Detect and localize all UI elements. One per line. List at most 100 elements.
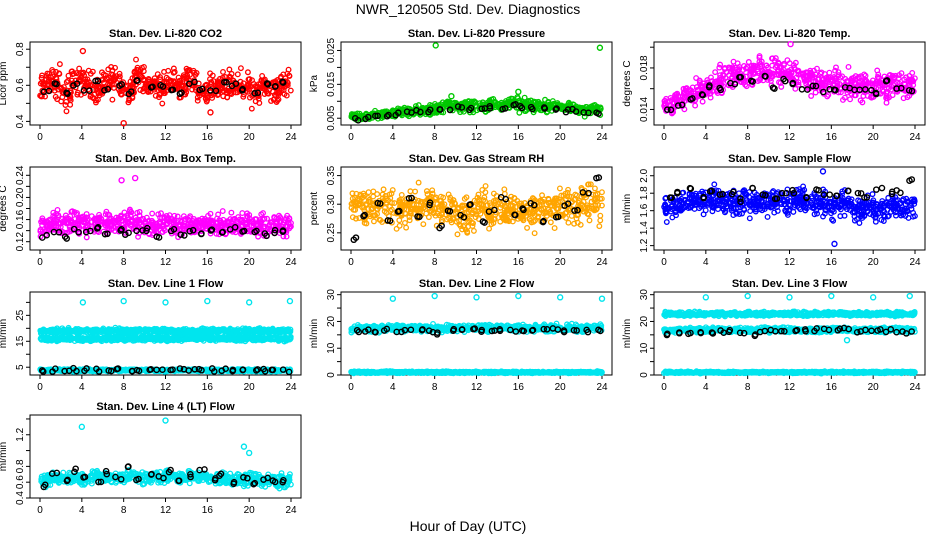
figure-title: NWR_120505 Std. Dev. Diagnostics bbox=[356, 1, 581, 17]
panel-3-hourly-point bbox=[883, 77, 891, 84]
panel-4-data-point bbox=[83, 234, 90, 241]
panel-1-hourly-point bbox=[63, 89, 70, 97]
panel-6-data-point bbox=[872, 218, 879, 225]
panel-1-hourly-point bbox=[70, 82, 77, 89]
panel-6-data-point bbox=[800, 183, 807, 190]
panel-5-data-point bbox=[407, 188, 414, 195]
panel-4-data-point bbox=[180, 213, 187, 220]
panel-5-data-point bbox=[590, 206, 597, 212]
panel-5-hourly-point bbox=[438, 222, 445, 230]
panel-2-data-point bbox=[522, 108, 529, 115]
panel-6-hourly-point bbox=[716, 191, 724, 198]
panel-6-data-point bbox=[682, 203, 689, 210]
panel-1-hourly-point bbox=[40, 88, 48, 96]
panel-6-data-point bbox=[695, 199, 702, 206]
panel-5-hourly-point bbox=[579, 189, 587, 196]
panel-6-data-point bbox=[851, 209, 858, 216]
panel-5-data-point bbox=[506, 218, 512, 225]
panel-2-hourly-point bbox=[364, 113, 372, 121]
panel-5-data-point bbox=[530, 196, 537, 202]
panel-4-hourly-point bbox=[226, 226, 234, 233]
panel-6-data-point bbox=[730, 212, 737, 219]
panel-4-data-point bbox=[166, 218, 173, 225]
panel-1-data-point bbox=[159, 100, 166, 107]
panel-3-data-point bbox=[726, 64, 733, 71]
panel-4-data-point bbox=[215, 211, 222, 218]
panel-1-hourly-point bbox=[92, 77, 99, 85]
panel-4-data-point bbox=[199, 224, 206, 231]
panel-6-data-point bbox=[821, 210, 828, 217]
panel-6-data-point bbox=[767, 204, 774, 211]
panel-2-y-tick-label: 0.025 bbox=[326, 38, 337, 63]
panel-5-data-point bbox=[352, 194, 359, 201]
panel-1-hourly-point bbox=[86, 87, 93, 94]
panel-6-data-point bbox=[830, 217, 837, 224]
panel-5-data-point bbox=[372, 212, 379, 219]
panel-5-hourly-point bbox=[561, 202, 568, 209]
panel-2-hourly-point bbox=[517, 102, 524, 110]
panel-1-hourly-point bbox=[221, 78, 228, 86]
panel-5-hourly-point bbox=[571, 207, 578, 214]
panel-6-data-point bbox=[885, 212, 892, 219]
panel-6-data-point bbox=[661, 203, 668, 210]
panel-7-data-point bbox=[269, 327, 276, 334]
panel-6-x-tick-label: 0 bbox=[661, 257, 667, 268]
panel-1-y-label: Licor ppm bbox=[0, 62, 9, 106]
panel-5-data-point bbox=[526, 210, 533, 217]
panel-6-data-point bbox=[839, 190, 846, 197]
panel-3-hourly-point bbox=[789, 79, 797, 87]
panel-3-hourly-point bbox=[747, 77, 755, 85]
panel-5-data-point bbox=[463, 194, 470, 201]
panel-5-data-point bbox=[505, 210, 512, 217]
panel-1-hourly-point bbox=[127, 88, 135, 95]
panel-5-y-tick-label: 0.25 bbox=[326, 223, 337, 243]
panel-6-data-point bbox=[680, 189, 687, 196]
panel-4-y-tick-label: 0.20 bbox=[15, 187, 26, 207]
panel-5-data-point bbox=[353, 215, 359, 222]
panel-3-data-point bbox=[901, 81, 908, 88]
panel-4-data-point bbox=[136, 208, 143, 215]
panel-6-data-point bbox=[758, 197, 765, 204]
panel-3-data-point bbox=[708, 74, 714, 81]
panel-5-y-label: percent bbox=[309, 192, 320, 226]
panel-6-data-point bbox=[678, 195, 685, 202]
panel-6-hourly-point bbox=[782, 189, 790, 197]
panel-6-y-label: ml/min bbox=[622, 194, 633, 223]
panel-3-hourly-point bbox=[832, 86, 839, 94]
panel-2-hourly-point bbox=[541, 105, 549, 112]
panel-2-title: Stan. Dev. Li-820 Pressure bbox=[408, 28, 545, 40]
panel-5-data-point bbox=[552, 195, 559, 202]
panel-5-hourly-point bbox=[457, 211, 464, 219]
panel-5-data-point bbox=[454, 231, 461, 238]
panel-6-data-point bbox=[904, 198, 910, 205]
panel-3-data-point bbox=[791, 64, 798, 71]
panel-4-x-tick-label: 24 bbox=[285, 257, 297, 268]
panel-2-hourly-point bbox=[383, 112, 391, 120]
panel-4-x-tick-label: 20 bbox=[244, 257, 256, 268]
panel-5-data-point bbox=[464, 209, 470, 216]
panel-4-data-point bbox=[251, 220, 257, 227]
panel-4-hourly-point bbox=[208, 226, 216, 233]
panel-4: Stan. Dev. Amb. Box Temp.degrees C048121… bbox=[0, 153, 302, 268]
panel-1-hourly-point bbox=[279, 78, 286, 86]
panel-6-data-point bbox=[859, 202, 866, 208]
panel-5-data-point bbox=[565, 219, 572, 226]
panel-3-data-point bbox=[717, 77, 723, 84]
panel-6-hourly-point bbox=[897, 189, 904, 197]
panel-7-y-tick-label: 15 bbox=[15, 335, 26, 347]
panel-3-data-point bbox=[819, 77, 825, 83]
panel-4-data-point bbox=[217, 217, 224, 224]
panel-4-data-point bbox=[114, 216, 121, 223]
panel-4-data-point bbox=[268, 219, 275, 225]
panel-6-data-point bbox=[735, 204, 741, 211]
panel-3-hourly-point bbox=[762, 73, 769, 80]
panel-1-hourly-point bbox=[94, 77, 102, 85]
panel-2-y-tick-label: 0.015 bbox=[326, 71, 337, 96]
panel-3-hourly-point bbox=[689, 95, 696, 102]
x-axis-title: Hour of Day (UTC) bbox=[410, 518, 527, 534]
panel-3-data-point bbox=[673, 91, 680, 98]
panel-1-data-point bbox=[74, 91, 81, 98]
panel-6-x-tick-label: 24 bbox=[909, 257, 921, 268]
panel-4-data-point bbox=[185, 216, 192, 223]
panel-6-hourly-point bbox=[773, 195, 781, 202]
